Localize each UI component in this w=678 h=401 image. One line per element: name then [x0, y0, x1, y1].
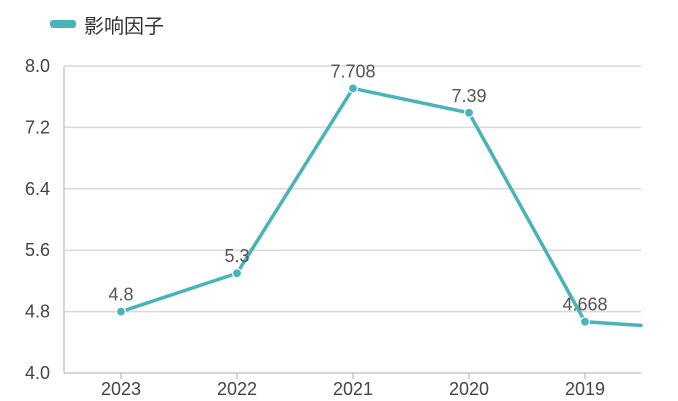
data-point	[579, 316, 591, 327]
x-tick-label: 2020	[449, 379, 489, 399]
data-label: 5.3	[224, 246, 249, 266]
data-label: 7.39	[451, 86, 486, 106]
legend-label: 影响因子	[84, 13, 164, 38]
legend: 影响因子	[50, 10, 164, 38]
data-point	[115, 306, 127, 317]
data-point	[347, 83, 359, 94]
y-tick-label: 6.4	[25, 179, 50, 199]
legend-swatch	[50, 20, 76, 28]
y-tick-label: 5.6	[25, 240, 50, 260]
y-tick-label: 8.0	[25, 56, 50, 76]
series-line	[119, 86, 643, 328]
data-label: 4.8	[108, 285, 133, 305]
data-label: 7.708	[330, 61, 375, 81]
y-tick-label: 4.8	[25, 302, 50, 322]
data-point	[231, 268, 243, 279]
x-tick-label: 2023	[101, 379, 141, 399]
data-point	[463, 107, 475, 118]
data-label: 4.668	[562, 295, 607, 315]
x-tick-label: 2019	[565, 379, 605, 399]
y-tick-label: 4.0	[25, 363, 50, 383]
x-tick-label: 2022	[217, 379, 257, 399]
y-tick-label: 7.2	[25, 117, 50, 137]
x-tick-label: 2021	[333, 379, 373, 399]
